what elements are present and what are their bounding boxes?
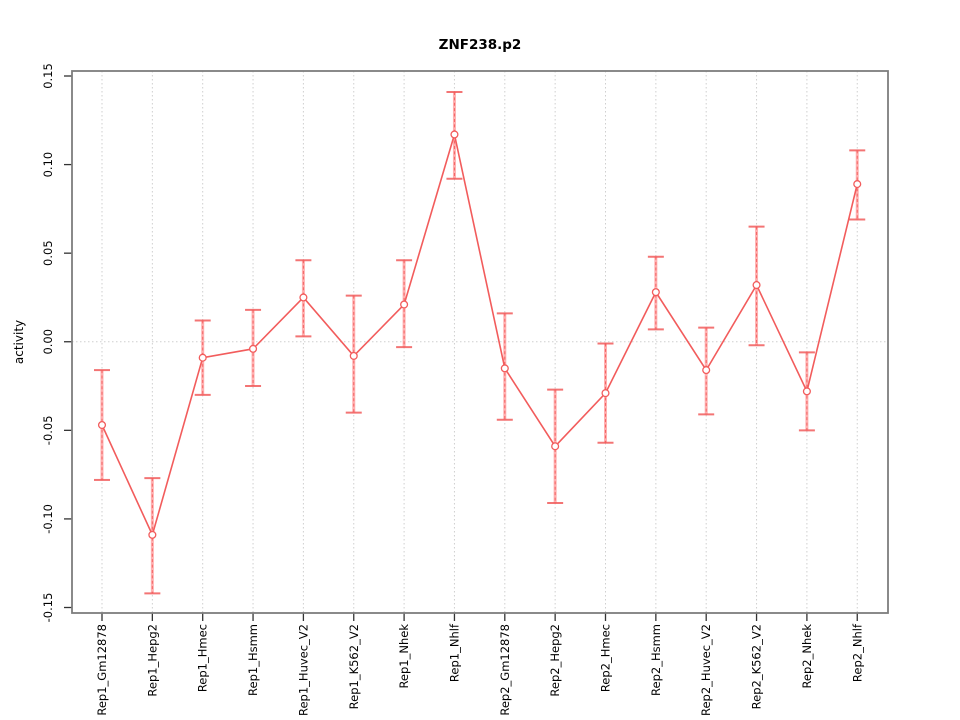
- y-tick-label: 0.10: [41, 152, 55, 178]
- data-point-marker: [450, 130, 459, 139]
- data-point-marker: [249, 344, 258, 353]
- data-point-marker: [702, 366, 711, 375]
- chart-title: ZNF238.p2: [439, 37, 522, 53]
- plot-border: [71, 70, 889, 614]
- data-point-marker: [853, 180, 862, 189]
- x-tick-label: Rep1_K562_V2: [347, 624, 361, 709]
- x-tick-label: Rep1_Nhlf: [447, 623, 461, 682]
- data-point-marker: [651, 288, 660, 297]
- x-tick-label: Rep2_Nhlf: [850, 623, 864, 682]
- data-point-marker: [299, 293, 308, 302]
- x-tick-label: Rep2_K562_V2: [750, 624, 764, 709]
- x-tick-label: Rep2_Huvec_V2: [699, 624, 713, 716]
- data-point-marker: [198, 353, 207, 362]
- x-tick-label: Rep1_Hsmm: [246, 624, 260, 696]
- y-axis-label: activity: [12, 320, 26, 364]
- y-tick-label: 0.00: [41, 329, 55, 355]
- x-tick-label: Rep2_Hmec: [599, 624, 613, 692]
- series-line: [101, 134, 859, 538]
- y-tick-label: 0.05: [41, 240, 55, 266]
- data-point-marker: [752, 281, 761, 290]
- x-tick-label: Rep1_Hepg2: [145, 624, 159, 697]
- data-point-marker: [148, 530, 157, 539]
- y-tick-label: 0.15: [41, 63, 55, 89]
- x-tick-label: Rep1_Gm12878: [95, 624, 109, 716]
- data-point-marker: [500, 364, 509, 373]
- x-tick-label: Rep1_Hmec: [196, 624, 210, 692]
- data-point-marker: [601, 389, 610, 398]
- data-point-marker: [400, 300, 409, 309]
- x-tick-label: Rep1_Nhek: [397, 624, 411, 689]
- x-tick-label: Rep2_Gm12878: [498, 624, 512, 716]
- data-point-marker: [97, 420, 107, 430]
- x-tick-label: Rep2_Hsmm: [649, 624, 663, 696]
- x-tick-label: Rep2_Nhek: [800, 624, 814, 689]
- y-tick-label: -0.10: [41, 504, 55, 534]
- data-point-marker: [551, 442, 560, 451]
- data-point-marker: [349, 351, 358, 360]
- x-tick-label: Rep1_Huvec_V2: [296, 624, 310, 716]
- data-point-marker: [802, 387, 811, 396]
- x-tick-label: Rep2_Hepg2: [548, 624, 562, 697]
- y-tick-label: -0.05: [41, 415, 55, 445]
- y-tick-label: -0.15: [41, 593, 55, 623]
